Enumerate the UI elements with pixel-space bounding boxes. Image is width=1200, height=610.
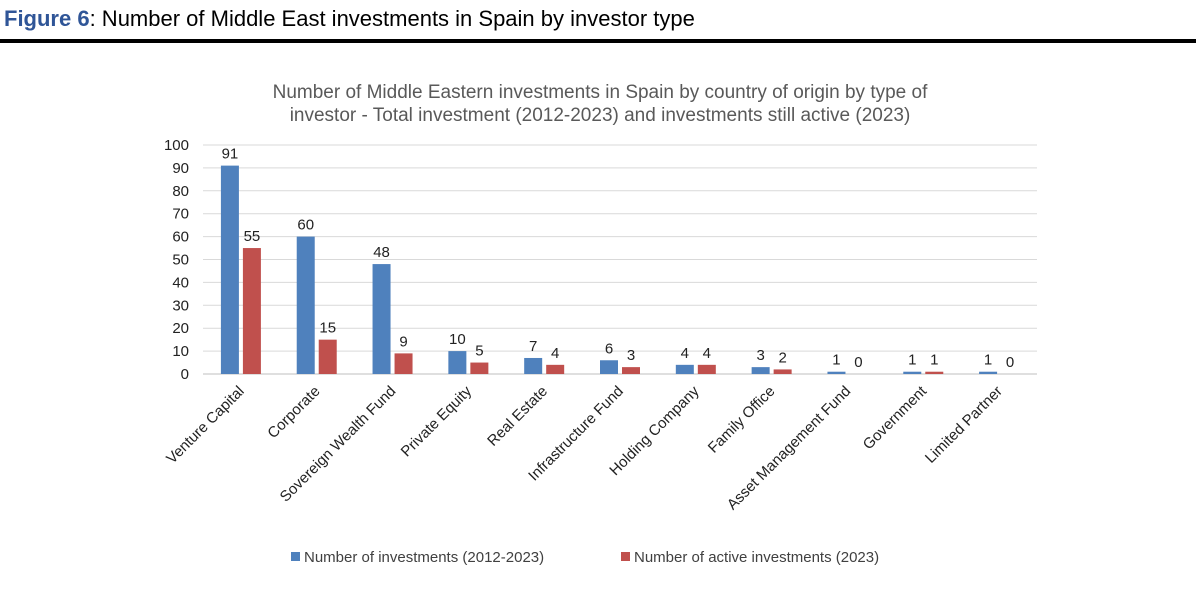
y-tick-label: 90 — [172, 160, 189, 177]
bar-total — [903, 371, 922, 374]
y-tick-label: 20 — [172, 320, 189, 337]
bar-total — [296, 236, 315, 374]
x-tick-label: Limited Partner — [922, 383, 1006, 467]
bar-active — [546, 364, 565, 374]
y-tick-label: 80 — [172, 183, 189, 200]
x-tick-label: Government — [860, 382, 931, 453]
bar-total — [372, 264, 391, 374]
data-label: 60 — [297, 217, 314, 234]
bar-active — [773, 369, 792, 374]
y-tick-label: 100 — [164, 137, 189, 154]
x-tick-label: Family Office — [705, 383, 779, 457]
y-axis: 0 10 20 30 40 50 60 70 80 90 100 — [164, 137, 189, 383]
legend-label: Number of active investments (2023) — [634, 549, 879, 566]
figure-title: : Number of Middle East investments in S… — [89, 6, 695, 31]
data-label: 48 — [373, 244, 390, 261]
x-tick-label: Venture Capital — [163, 383, 248, 468]
data-label: 10 — [449, 331, 466, 348]
data-label: 5 — [475, 343, 483, 360]
y-tick-label: 70 — [172, 206, 189, 223]
bar-total — [600, 360, 618, 374]
bar-active — [925, 371, 944, 374]
data-label: 4 — [681, 345, 689, 362]
chart-title-line-1: Number of Middle Eastern investments in … — [273, 82, 928, 103]
data-label: 91 — [222, 146, 239, 163]
legend-label: Number of investments (2012-2023) — [304, 549, 544, 566]
y-tick-label: 30 — [172, 297, 189, 314]
x-tick-label: Private Equity — [398, 382, 476, 460]
data-label: 15 — [319, 320, 336, 337]
legend-swatch — [621, 552, 630, 561]
figure-label: Figure 6 — [4, 6, 90, 31]
bar-active — [394, 353, 413, 374]
figure-caption: Figure 6: Number of Middle East investme… — [4, 6, 695, 32]
y-tick-label: 10 — [172, 343, 189, 360]
bar-total — [751, 367, 770, 374]
bar-active — [622, 367, 640, 374]
data-label: 9 — [399, 333, 407, 350]
data-label: 7 — [529, 338, 537, 355]
bar-active — [318, 339, 337, 374]
data-label: 6 — [605, 340, 613, 357]
x-tick-label: Asset Management Fund — [724, 383, 855, 514]
data-label: 0 — [854, 354, 862, 371]
gridlines — [203, 144, 1037, 375]
bar-total — [675, 364, 694, 374]
data-label: 3 — [627, 347, 635, 364]
bar-active — [470, 362, 489, 374]
bar-total — [827, 371, 846, 374]
data-label: 1 — [832, 352, 840, 369]
x-tick-label: Real Estate — [484, 383, 551, 450]
bar-active — [697, 364, 716, 374]
bar-active — [242, 248, 261, 374]
legend: Number of investments (2012-2023) Number … — [291, 549, 879, 566]
data-label: 2 — [778, 349, 786, 366]
y-tick-label: 60 — [172, 229, 189, 246]
y-tick-label: 50 — [172, 252, 189, 269]
x-tick-label: Corporate — [264, 383, 323, 442]
bar-total — [220, 165, 239, 374]
data-label: 55 — [244, 228, 261, 245]
y-tick-label: 40 — [172, 274, 189, 291]
caption-rule — [0, 39, 1196, 43]
y-tick-label: 0 — [181, 366, 189, 383]
bar-total — [979, 371, 998, 374]
data-label: 1 — [930, 352, 938, 369]
data-label: 4 — [703, 345, 711, 362]
data-label: 4 — [551, 345, 559, 362]
bars — [220, 165, 998, 374]
bar-total — [448, 351, 467, 374]
bar-total — [524, 357, 543, 374]
chart-title-line-2: investor - Total investment (2012-2023) … — [290, 105, 911, 126]
data-label: 0 — [1006, 354, 1014, 371]
data-label: 1 — [908, 352, 916, 369]
data-label: 3 — [756, 347, 764, 364]
legend-swatch — [291, 552, 300, 561]
data-label: 1 — [984, 352, 992, 369]
